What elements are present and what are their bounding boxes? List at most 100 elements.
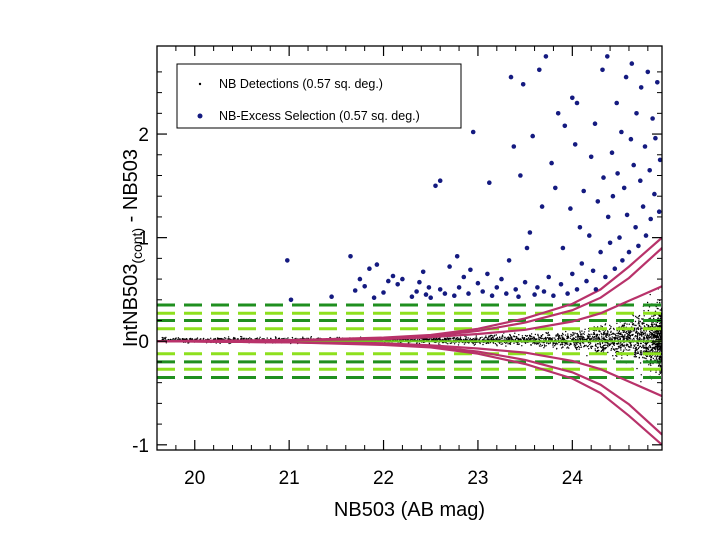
detection-point [603, 349, 605, 351]
detection-point [175, 337, 177, 339]
detection-point [489, 334, 491, 337]
detection-point [575, 341, 577, 344]
selection-point [629, 61, 635, 66]
detection-point [597, 350, 600, 352]
detection-point [616, 350, 619, 353]
detection-point [495, 337, 498, 340]
detection-point [633, 356, 635, 358]
detection-point [659, 322, 661, 325]
selection-point [516, 294, 521, 300]
detection-point [587, 345, 590, 347]
detection-point [413, 339, 415, 341]
detection-point [479, 342, 481, 345]
detection-point [634, 324, 636, 326]
detection-point [642, 357, 644, 359]
selection-point [579, 261, 585, 266]
detection-point [247, 338, 249, 340]
detection-point [545, 332, 548, 334]
detection-point [635, 315, 637, 318]
detection-point [534, 333, 537, 336]
error-curve [157, 340, 662, 446]
detection-point [561, 347, 563, 349]
detection-point [659, 348, 662, 350]
detection-point [645, 351, 647, 353]
detection-point [623, 324, 625, 327]
detection-point [600, 339, 602, 341]
detection-point [643, 332, 645, 335]
selection-point [480, 289, 486, 294]
detection-point [655, 343, 658, 345]
detection-point [592, 335, 594, 338]
detection-point [659, 350, 661, 352]
detection-point [582, 342, 585, 344]
detection-point [515, 336, 518, 338]
detection-point [568, 344, 571, 346]
detection-point [626, 323, 628, 325]
detection-point [656, 325, 658, 327]
detection-point [562, 346, 564, 348]
detection-point [601, 347, 603, 349]
detection-point [249, 337, 251, 339]
detection-point [612, 348, 614, 350]
detection-point [505, 345, 507, 347]
detection-point [537, 333, 539, 336]
detection-point [653, 347, 656, 349]
detection-point [416, 342, 418, 344]
detection-point [581, 334, 583, 336]
detection-point [643, 322, 645, 325]
detection-point [577, 345, 580, 348]
detection-point [626, 332, 628, 335]
detection-point [623, 323, 625, 325]
selection-point [518, 173, 523, 178]
selection-point [414, 289, 419, 294]
detection-point [489, 336, 491, 338]
detection-point [456, 337, 458, 339]
detection-point [537, 338, 539, 340]
detection-point [646, 342, 649, 344]
detection-point [633, 330, 635, 332]
detection-point [580, 338, 582, 340]
detection-point [630, 346, 632, 349]
detection-point [635, 324, 637, 327]
selection-point [400, 276, 405, 282]
selection-point [648, 216, 653, 222]
detection-point [648, 306, 651, 308]
detection-point [616, 332, 618, 335]
detection-point [498, 338, 500, 341]
detection-point [598, 334, 601, 336]
detection-point [621, 344, 624, 346]
detection-point [610, 333, 612, 336]
detection-point [254, 338, 256, 340]
detection-point [575, 347, 577, 350]
selection-point [568, 206, 573, 211]
detection-point [640, 351, 642, 354]
detection-point [607, 351, 609, 354]
detection-point [645, 330, 647, 332]
detection-point [655, 357, 658, 359]
detection-point [519, 338, 522, 340]
detection-point [637, 333, 639, 335]
selection-point [508, 74, 514, 80]
detection-point [518, 334, 520, 336]
detection-point [655, 346, 657, 348]
detection-point [638, 346, 640, 349]
detection-point [533, 336, 535, 338]
detection-point [608, 344, 610, 347]
detection-point [567, 333, 569, 335]
detection-point [647, 337, 649, 339]
detection-point [474, 337, 476, 339]
detection-point [643, 336, 645, 338]
detection-point [540, 345, 542, 347]
detection-point [559, 344, 562, 346]
detection-point [604, 338, 606, 341]
detection-point [490, 337, 493, 340]
detection-point [654, 310, 657, 312]
detection-point [652, 350, 654, 352]
detection-point [561, 332, 564, 335]
detection-point [643, 330, 645, 332]
detection-point [567, 335, 569, 337]
detection-point [521, 345, 523, 347]
detection-point [654, 342, 656, 345]
detection-point [646, 333, 648, 335]
x-tick-label: 24 [562, 468, 584, 489]
